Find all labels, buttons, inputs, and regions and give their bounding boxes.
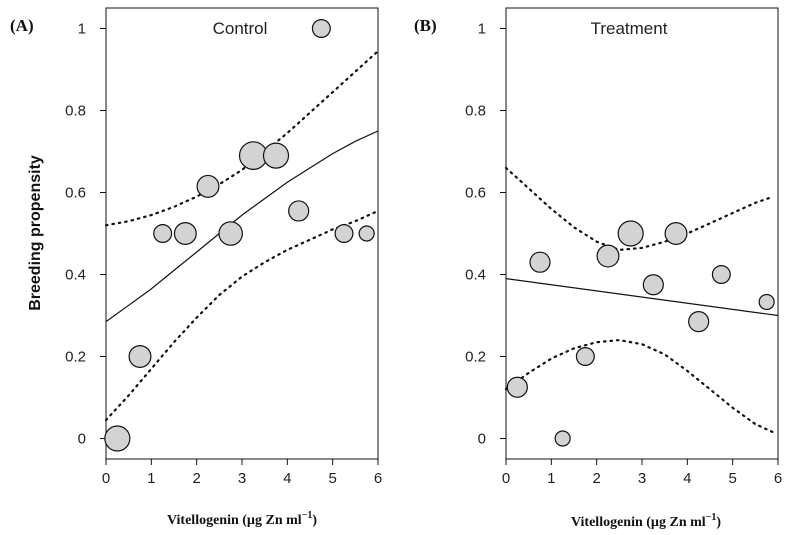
y-tick-label-a-0: 0 — [78, 431, 86, 448]
panel-treatment: (B) Treatment Vitellogenin (µg Zn ml−1) … — [414, 7, 782, 530]
data-point-b-10 — [758, 293, 775, 311]
data-point-b-4 — [596, 244, 620, 268]
data-point-a-3 — [173, 222, 197, 246]
y-tick-label-a-5: 1 — [78, 21, 86, 38]
data-point-a-0 — [104, 425, 131, 452]
data-point-b-9 — [711, 265, 731, 285]
curves-a — [104, 50, 380, 422]
data-point-a-9 — [311, 19, 331, 38]
y-tick-label-b-1: 0.2 — [465, 349, 486, 366]
panel-label-a: (A) — [10, 16, 34, 35]
panel-title-control: Control — [213, 19, 268, 38]
y-axis-label: Breeding propensity — [27, 155, 44, 311]
data-point-a-5 — [218, 221, 243, 246]
y-tick-label-a-2: 0.4 — [65, 267, 86, 284]
ci-lower-b — [504, 338, 775, 434]
data-point-b-0 — [506, 376, 528, 398]
x-tick-label-b-4: 4 — [683, 470, 691, 487]
y-tick-label-b-0: 0 — [478, 431, 486, 448]
panel-title-treatment: Treatment — [591, 19, 668, 38]
data-point-a-1 — [128, 345, 152, 369]
y-tick-label-b-5: 1 — [478, 21, 486, 38]
ci-lower-a — [104, 209, 380, 422]
x-tick-label-a-2: 2 — [192, 470, 200, 487]
x-tick-label-b-6: 6 — [774, 470, 782, 487]
x-tick-label-a-6: 6 — [374, 470, 382, 487]
data-point-b-2 — [554, 430, 571, 447]
data-point-a-10 — [334, 224, 354, 244]
panel-control: (A) Control Breeding propensity Vitellog… — [10, 7, 382, 528]
x-tick-label-b-0: 0 — [502, 470, 510, 487]
data-point-b-8 — [688, 311, 710, 333]
y-tick-label-a-4: 0.8 — [65, 103, 86, 120]
axes-b: 0 1 2 3 4 5 6 0 0.2 0.4 0.6 0.8 1 — [465, 21, 782, 488]
x-axis-label-a: Vitellogenin (µg Zn ml−1) — [167, 510, 317, 528]
points-a — [104, 19, 375, 452]
ci-upper-b — [504, 166, 775, 252]
x-tick-label-b-5: 5 — [728, 470, 736, 487]
data-point-b-6 — [642, 274, 664, 296]
data-point-b-7 — [664, 222, 688, 246]
ci-upper-a — [104, 50, 380, 227]
x-axis-label-b: Vitellogenin (µg Zn ml−1) — [571, 512, 721, 530]
y-tick-label-a-3: 0.6 — [65, 185, 86, 202]
data-point-a-7 — [262, 142, 290, 169]
x-tick-label-a-5: 5 — [328, 470, 336, 487]
panel-label-b: (B) — [414, 16, 437, 35]
data-point-b-3 — [575, 347, 595, 367]
x-tick-label-b-3: 3 — [638, 470, 646, 487]
x-tick-label-a-4: 4 — [283, 470, 291, 487]
y-tick-label-a-1: 0.2 — [65, 349, 86, 366]
x-tick-label-b-2: 2 — [592, 470, 600, 487]
fit-line-a — [105, 130, 379, 323]
y-tick-label-b-4: 0.8 — [465, 103, 486, 120]
data-point-a-8 — [288, 200, 310, 222]
x-tick-label-a-3: 3 — [238, 470, 246, 487]
points-b — [506, 220, 775, 447]
fit-line-b — [505, 278, 779, 317]
x-tick-label-a-0: 0 — [102, 470, 110, 487]
data-point-a-2 — [153, 224, 173, 244]
data-point-a-11 — [358, 225, 375, 242]
y-tick-label-b-2: 0.4 — [465, 267, 486, 284]
axes-a: 0 1 2 3 4 5 6 0 0.2 0.4 0.6 0.8 1 — [65, 21, 382, 488]
data-point-a-4 — [196, 174, 220, 198]
data-point-b-1 — [529, 251, 551, 273]
y-tick-label-b-3: 0.6 — [465, 185, 486, 202]
x-tick-label-a-1: 1 — [147, 470, 155, 487]
data-point-b-5 — [617, 220, 644, 247]
curves-b — [504, 166, 779, 434]
x-tick-label-b-1: 1 — [547, 470, 555, 487]
